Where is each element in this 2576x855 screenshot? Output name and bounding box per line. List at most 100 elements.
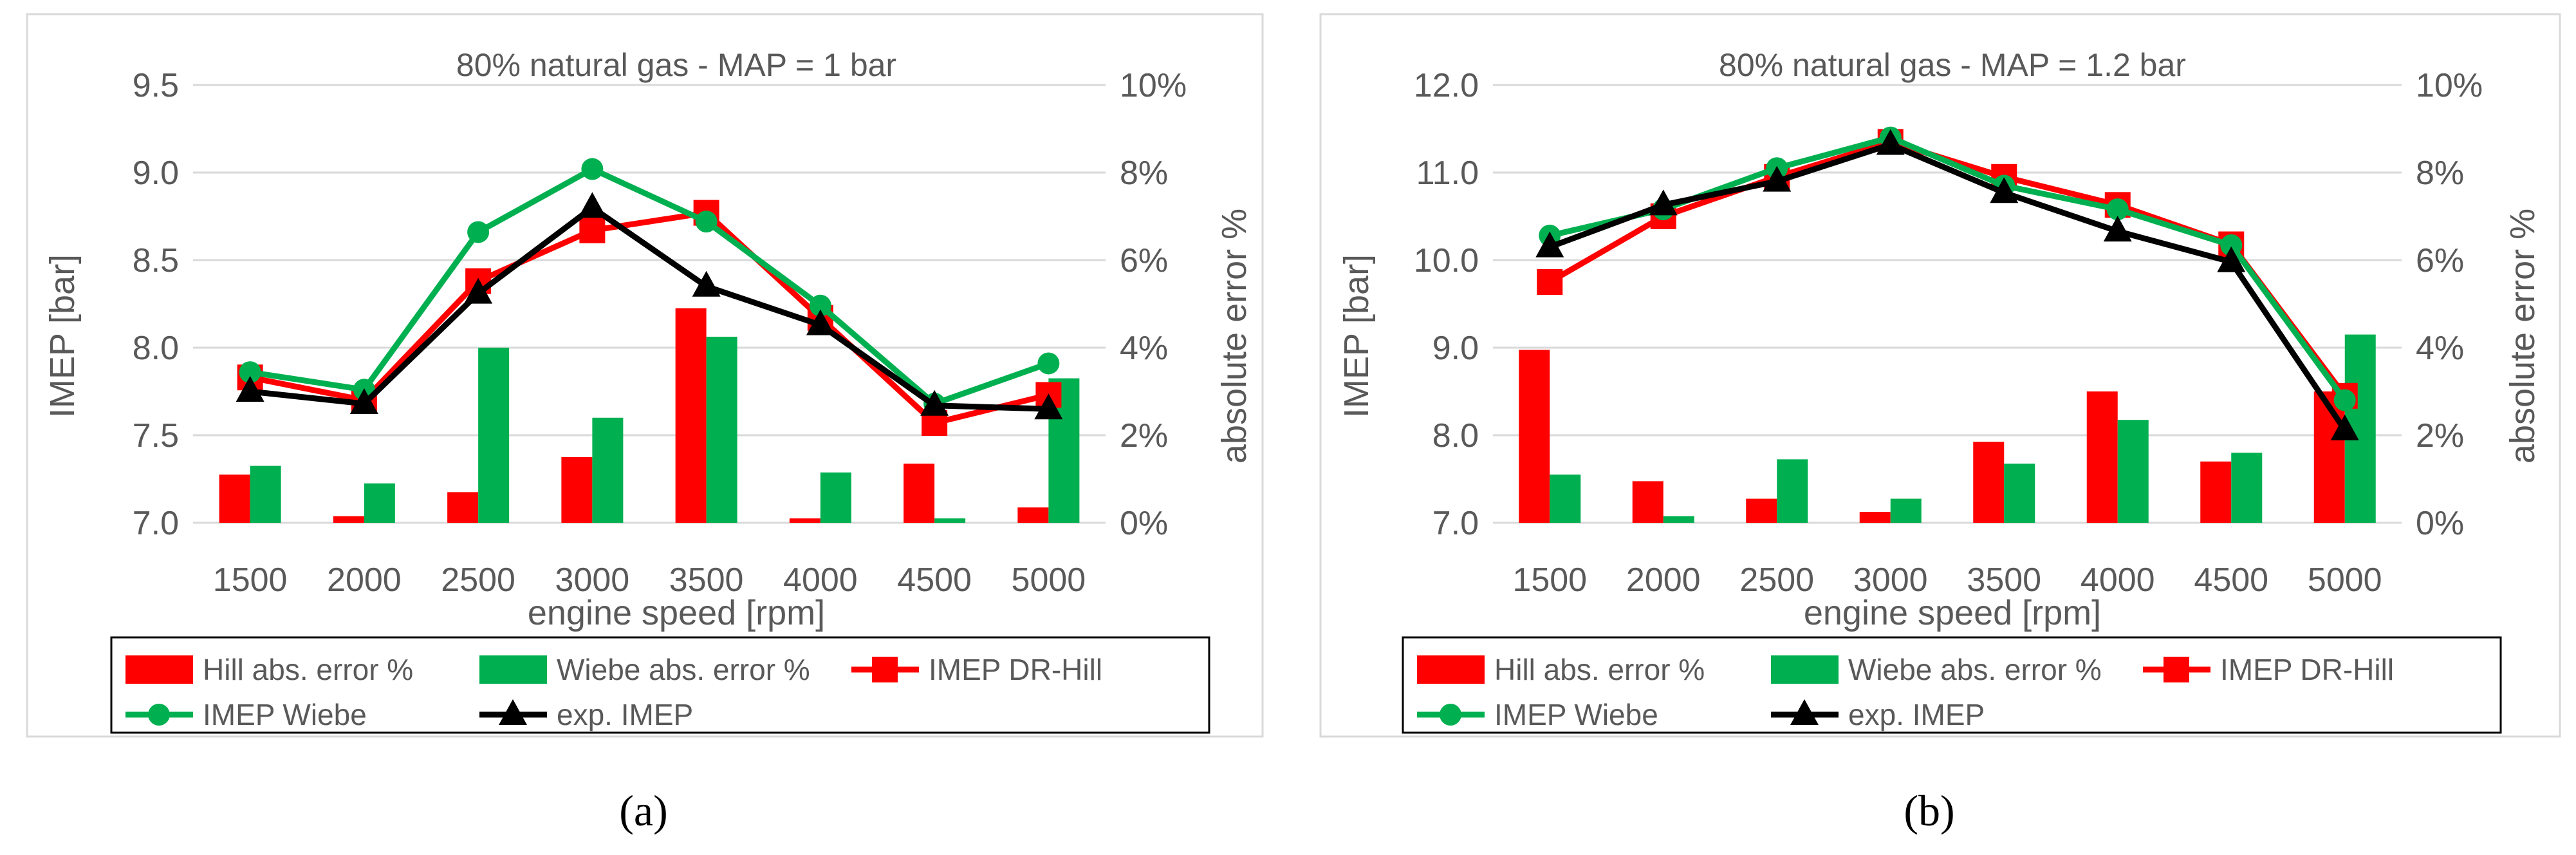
wiebe-error-bar bbox=[820, 472, 851, 523]
hill-error-bar bbox=[789, 518, 820, 523]
x-tick-label: 5000 bbox=[1012, 561, 1086, 599]
imep-wiebe-line bbox=[249, 166, 1050, 407]
legend-hill-error: Hill abs. error % bbox=[1417, 653, 1705, 686]
panel-b-caption: (b) bbox=[1904, 786, 1954, 835]
chart-a-x-axis-label: engine speed [rpm] bbox=[528, 594, 825, 632]
x-tick-label: 4000 bbox=[2080, 561, 2155, 599]
imep-wiebe-point bbox=[467, 221, 490, 243]
exp-imep-point bbox=[1763, 165, 1792, 192]
x-tick-label: 2500 bbox=[441, 561, 515, 599]
x-tick-label: 3000 bbox=[1853, 561, 1928, 599]
legend-exp-imep: exp. IMEP bbox=[479, 698, 693, 731]
y-tick-label: 12.0 bbox=[1414, 67, 1479, 104]
exp-imep-point bbox=[920, 390, 949, 416]
wiebe-error-bar bbox=[706, 337, 737, 523]
legend-label: IMEP Wiebe bbox=[1494, 698, 1658, 731]
y2-tick-label: 4% bbox=[2416, 330, 2464, 367]
legend-wiebe-error: Wiebe abs. error % bbox=[479, 653, 810, 686]
chart-b-lines bbox=[1535, 126, 2359, 440]
x-tick-label: 5000 bbox=[2308, 561, 2382, 599]
wiebe-error-bar bbox=[934, 518, 966, 523]
legend-swatch bbox=[479, 655, 547, 684]
exp-imep-line bbox=[250, 204, 1049, 412]
legend-marker bbox=[1440, 704, 1461, 726]
y-tick-label: 9.0 bbox=[133, 155, 179, 192]
hill-error-bar bbox=[447, 492, 479, 523]
legend-marker bbox=[1790, 699, 1819, 725]
exp-imep-point bbox=[806, 309, 835, 335]
y-tick-label: 8.5 bbox=[133, 242, 179, 279]
wiebe-error-bar bbox=[2231, 453, 2263, 523]
panel-a-caption: (a) bbox=[619, 786, 667, 835]
exp-imep-point bbox=[349, 388, 378, 415]
hill-error-bar bbox=[1859, 512, 1891, 523]
legend-marker bbox=[499, 699, 527, 725]
legend-label: IMEP DR-Hill bbox=[929, 653, 1102, 686]
exp-imep-point bbox=[464, 277, 493, 304]
wiebe-error-bar bbox=[1550, 474, 1581, 523]
y2-tick-label: 2% bbox=[1120, 417, 1168, 455]
legend-label: exp. IMEP bbox=[1848, 698, 1985, 731]
y-tick-label: 9.5 bbox=[133, 67, 179, 104]
legend-label: exp. IMEP bbox=[557, 698, 693, 731]
exp-imep-line bbox=[1548, 141, 2348, 432]
chart-b-left-ticks: 7.0 8.0 9.0 10.0 11.0 12.0 bbox=[1414, 67, 1479, 542]
chart-a-lines bbox=[236, 158, 1063, 436]
y-tick-label: 9.0 bbox=[1432, 330, 1479, 367]
wiebe-error-bar bbox=[2117, 420, 2149, 523]
x-tick-label: 4500 bbox=[897, 561, 972, 599]
legend-marker bbox=[148, 704, 170, 726]
imep-wiebe-point bbox=[581, 158, 604, 180]
wiebe-error-bar bbox=[250, 465, 281, 523]
chart-b-title: 80% natural gas - MAP = 1.2 bar bbox=[1719, 47, 2186, 83]
x-tick-label: 2000 bbox=[1626, 561, 1701, 599]
imep-dr-hill-line bbox=[249, 210, 1050, 426]
chart-a-legend-box bbox=[110, 636, 1210, 734]
chart-b-x-ticks: 1500 2000 2500 3000 3500 4000 4500 5000 bbox=[1512, 561, 2382, 599]
legend-swatch bbox=[1771, 655, 1839, 684]
exp-imep-point bbox=[692, 270, 721, 297]
wiebe-error-bar bbox=[1777, 459, 1808, 523]
exp-imep-point bbox=[2217, 246, 2246, 272]
exp-imep-point bbox=[1876, 129, 1905, 155]
y-tick-label: 8.0 bbox=[133, 330, 179, 367]
chart-a-left-ticks: 7.0 7.5 8.0 8.5 9.0 9.5 bbox=[133, 67, 179, 542]
y2-tick-label: 4% bbox=[1120, 330, 1168, 367]
wiebe-error-bar bbox=[364, 483, 395, 523]
wiebe-error-bar bbox=[478, 348, 510, 523]
imep-wiebe-point bbox=[695, 211, 718, 233]
y-tick-label: 7.0 bbox=[133, 505, 179, 542]
y2-tick-label: 10% bbox=[2416, 67, 2483, 104]
legend-label: Hill abs. error % bbox=[1494, 653, 1705, 686]
exp-imep-point bbox=[2330, 414, 2359, 440]
y2-tick-label: 0% bbox=[2416, 505, 2464, 542]
hill-error-bar bbox=[1632, 481, 1663, 523]
y-tick-label: 8.0 bbox=[1432, 417, 1479, 455]
imep-dr-hill-point bbox=[579, 217, 606, 243]
x-tick-label: 2000 bbox=[327, 561, 402, 599]
hill-error-bar bbox=[1973, 442, 2005, 523]
legend-label: IMEP DR-Hill bbox=[2220, 653, 2394, 686]
legend-label: Wiebe abs. error % bbox=[557, 653, 810, 686]
legend-imep-wiebe: IMEP Wiebe bbox=[125, 698, 367, 731]
y2-tick-label: 2% bbox=[2416, 417, 2464, 455]
y-tick-label: 7.0 bbox=[1432, 505, 1479, 542]
imep-wiebe-point bbox=[809, 294, 831, 317]
hill-error-bar bbox=[333, 516, 364, 523]
legend-imep-dr-hill: IMEP DR-Hill bbox=[2143, 653, 2394, 686]
wiebe-error-bar bbox=[592, 417, 624, 523]
y2-tick-label: 8% bbox=[2416, 155, 2464, 192]
y2-tick-label: 6% bbox=[1120, 242, 1168, 279]
y2-tick-label: 0% bbox=[1120, 505, 1168, 542]
chart-a-y-axis-label: IMEP [bar] bbox=[43, 254, 82, 418]
imep-wiebe-point bbox=[239, 361, 261, 384]
imep-dr-hill-point bbox=[1537, 269, 1563, 295]
chart-a-right-ticks: 0% 2% 4% 6% 8% 10% bbox=[1120, 67, 1187, 542]
exp-imep-point bbox=[236, 376, 264, 402]
hill-error-bar bbox=[2313, 391, 2345, 523]
wiebe-error-bar bbox=[1890, 498, 1922, 523]
x-tick-label: 3500 bbox=[669, 561, 744, 599]
imep-wiebe-point bbox=[1037, 352, 1060, 375]
x-tick-label: 1500 bbox=[213, 561, 288, 599]
hill-error-bar bbox=[561, 457, 593, 523]
